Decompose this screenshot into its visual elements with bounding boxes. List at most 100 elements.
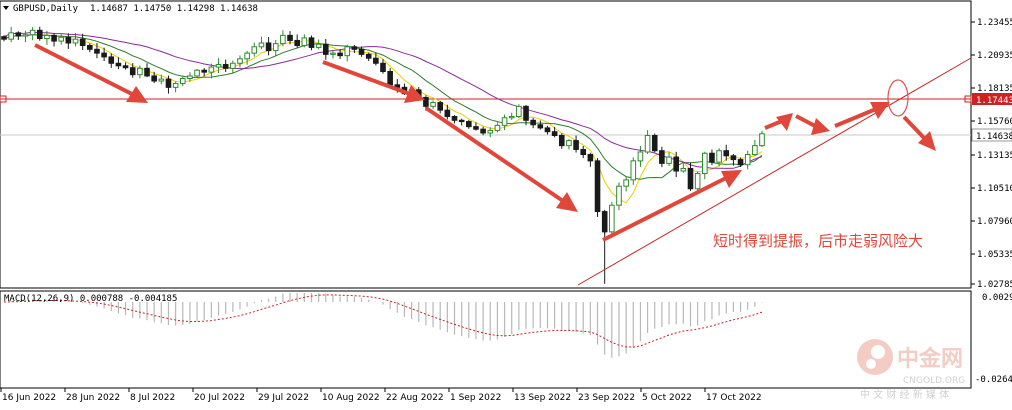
candle-body (480, 128, 486, 134)
candle-body (94, 48, 100, 54)
level-price-tag (972, 93, 1012, 105)
macd-histogram (10, 293, 763, 358)
candle-body (437, 102, 444, 111)
candle-body (258, 42, 265, 48)
candle-body (187, 75, 193, 79)
macd-signal-line (3, 294, 763, 348)
x-tick-label: 23 Sep 2022 (578, 393, 635, 403)
candle-body (501, 117, 508, 126)
last-price-tag (971, 128, 1012, 142)
x-axis-ticks: 16 Jun 2022 28 Jun 2022 8 Jul 2022 20 Jul 2… (0, 388, 762, 403)
candle-body (387, 70, 393, 86)
candle-body (215, 64, 222, 68)
candle-body (673, 156, 679, 172)
y-tick-label: 1.13135 (977, 151, 1012, 161)
level-price-label: 1.17443 (976, 96, 1012, 106)
candle-body (208, 66, 215, 73)
y-tick-label: 1.15760 (977, 117, 1012, 127)
candle-body (651, 135, 658, 152)
candle-body (65, 36, 72, 44)
candle-body (508, 115, 515, 119)
x-tick-label: 28 Jun 2022 (66, 393, 120, 403)
y-tick-label: 1.07960 (977, 217, 1012, 227)
ma-slow-line (3, 31, 763, 169)
candle-body (523, 105, 529, 121)
candle-body (609, 204, 615, 233)
arrow-up-2 (764, 113, 793, 131)
candle-body (315, 43, 322, 48)
candle-body (287, 34, 293, 41)
x-tick-label: 10 Aug 2022 (322, 393, 380, 403)
candle-body (558, 135, 565, 147)
candle-body (730, 155, 737, 161)
candle-body (72, 38, 79, 44)
candle-body (44, 34, 50, 40)
candle-body (358, 48, 365, 55)
macd-label: MACD(12,26,9) 0.000788 -0.004185 (4, 294, 177, 304)
macd-panel-frame (0, 290, 972, 389)
candle-body (230, 62, 236, 69)
candle-body (194, 69, 200, 77)
candle-body (544, 127, 551, 133)
candle-body (280, 34, 286, 45)
chart-menu-icon[interactable] (3, 6, 9, 10)
candle-body (294, 39, 300, 47)
candle-body (158, 78, 165, 82)
x-tick-label: 20 Jul 2022 (194, 393, 245, 403)
candle-body (744, 154, 751, 166)
candle-body (580, 148, 587, 156)
candle-body (137, 67, 143, 76)
y-axis-ticks: 1.23455 1.20935 1.18135 1.15760 1.13135 1.105… (971, 18, 1012, 290)
candle-body (330, 52, 336, 55)
level-handle-left[interactable] (0, 95, 7, 103)
x-tick-label: 22 Aug 2022 (386, 393, 444, 403)
candle-body (144, 67, 150, 77)
candle-body (537, 124, 544, 129)
support-trendline[interactable] (577, 57, 972, 286)
arrow-down-1 (34, 43, 148, 103)
candle-body (616, 185, 622, 206)
candle-body (566, 140, 572, 147)
candle-body (716, 150, 722, 163)
candle-body (494, 124, 501, 131)
x-tick-label: 1 Sep 2022 (450, 393, 501, 403)
y-tick-label: 1.23455 (977, 18, 1012, 28)
candle-body (129, 67, 136, 76)
candle-body (22, 34, 29, 37)
candle-body (365, 53, 372, 59)
candle-body (308, 37, 315, 48)
candle-body (723, 150, 730, 157)
candle-body (373, 57, 379, 64)
x-tick-label: 13 Sep 2022 (514, 393, 571, 403)
arrow-up-1 (602, 170, 742, 242)
y-tick-label: 1.20935 (977, 51, 1012, 61)
arrow-down-3 (424, 106, 578, 212)
candle-body (122, 65, 129, 69)
x-tick-label: 8 Jul 2022 (130, 393, 175, 403)
candle-body (337, 52, 343, 57)
candle-body (201, 69, 208, 73)
candle-body (487, 129, 494, 134)
candle-body (466, 121, 472, 128)
candle-body (473, 126, 479, 130)
candle-body (573, 140, 579, 150)
watermark-logo-icon (857, 339, 893, 375)
candle-body (694, 173, 701, 190)
candle-body (101, 52, 107, 58)
level-handle-right[interactable] (964, 95, 972, 103)
y-tick-label: 1.18135 (977, 84, 1012, 94)
candle-body (458, 119, 465, 123)
annotation-arrows (34, 43, 936, 242)
y-tick-label: 1.05335 (977, 250, 1012, 260)
candle-body (737, 159, 744, 166)
x-tick-label: 29 Jul 2022 (258, 393, 309, 403)
arrow-up-3 (834, 102, 890, 128)
candle-body (587, 154, 594, 162)
candle-body (237, 58, 243, 64)
candle-body (601, 211, 608, 233)
x-tick-label: 16 Jun 2022 (2, 393, 56, 403)
candle-body (444, 109, 451, 117)
candle-body (29, 29, 36, 36)
candle-body (430, 102, 436, 107)
candle-body (1, 36, 7, 40)
